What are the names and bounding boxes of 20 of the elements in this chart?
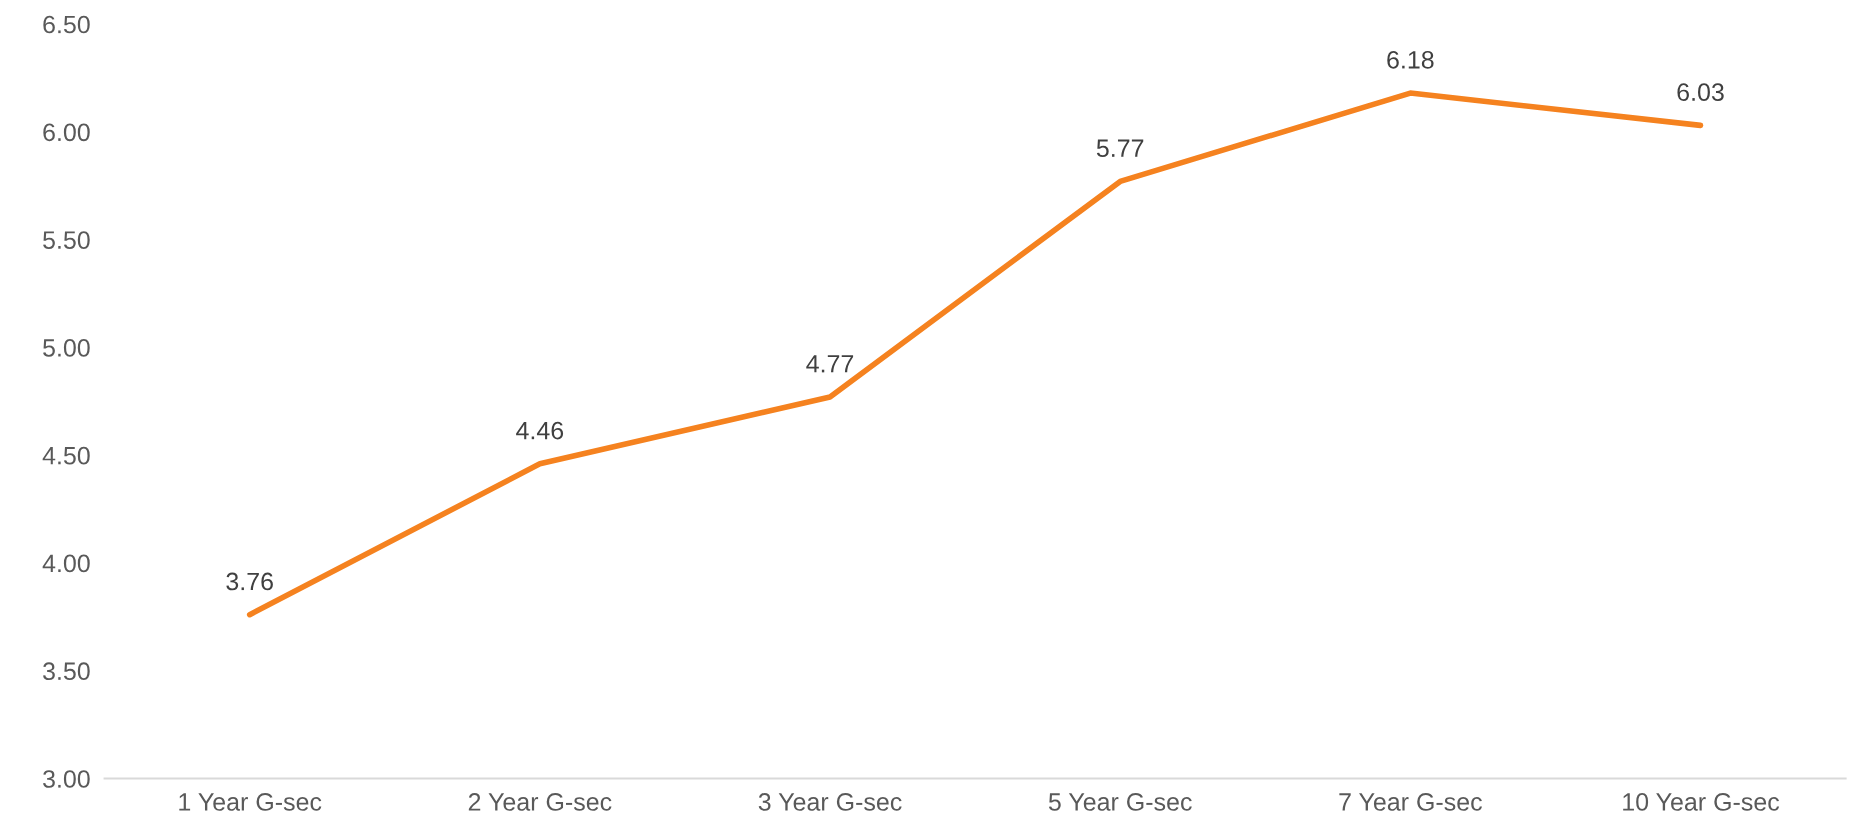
data-label: 3.76 xyxy=(226,572,273,591)
data-label: 6.03 xyxy=(1677,83,1724,101)
x-tick-label: 2 Year G-sec xyxy=(468,793,612,811)
y-tick-label: 3.00 xyxy=(43,770,90,788)
data-label: 6.18 xyxy=(1387,50,1434,69)
y-tick-label: 4.50 xyxy=(42,446,90,465)
y-tick-label: 5.50 xyxy=(43,231,90,249)
x-tick-label: 5 Year G-sec xyxy=(1048,793,1192,811)
y-tick-label: 6.00 xyxy=(43,123,90,142)
data-label: 4.46 xyxy=(516,421,564,440)
x-tick-label: 7 Year G-sec xyxy=(1339,793,1482,811)
x-tick-label: 10 Year G-sec xyxy=(1623,793,1780,811)
y-tick-label: 5.00 xyxy=(43,339,90,357)
x-tick-label: 1 Year G-sec xyxy=(179,793,322,811)
y-tick-label: 6.50 xyxy=(43,15,90,34)
data-label: 4.77 xyxy=(806,355,854,373)
y-tick-label: 3.50 xyxy=(43,662,90,681)
data-label: 5.77 xyxy=(1096,139,1144,158)
x-tick-label: 3 Year G-sec xyxy=(758,793,902,811)
y-tick-label: 4.00 xyxy=(42,554,90,573)
